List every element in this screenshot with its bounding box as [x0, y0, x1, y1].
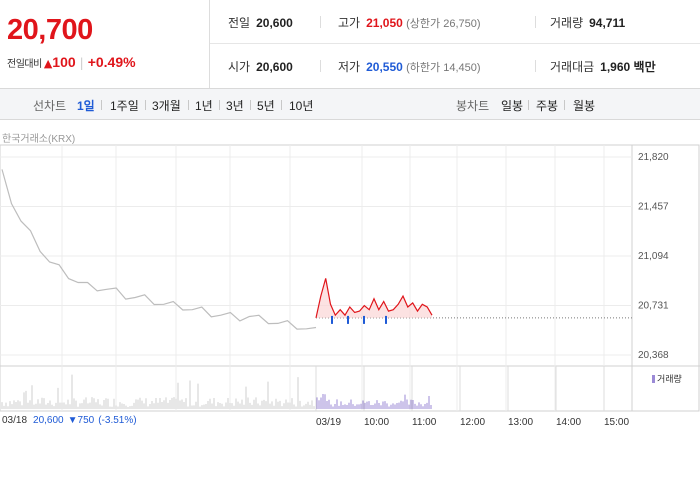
volume-legend: 거래량 — [652, 372, 682, 385]
tab-1y[interactable]: 1년 — [195, 99, 213, 113]
tab-5y[interactable]: 5년 — [257, 99, 275, 113]
trade-value-cell: 거래대금 1,960 백만 — [550, 60, 656, 74]
today-series — [315, 278, 433, 324]
prev-close-cell: 전일 20,600 — [228, 16, 293, 30]
x-tick-label: 03/19 — [316, 417, 341, 428]
prev-change: 750 — [77, 415, 95, 426]
chart-grid — [0, 144, 700, 412]
divider — [528, 100, 529, 110]
x-tick-label: 11:00 — [412, 417, 437, 428]
volume-bars — [1, 374, 432, 409]
change-label: 전일대비 — [7, 59, 42, 70]
stats-table: 전일 20,600 고가 21,050 (상한가 26,750) 거래량 94,711… — [209, 0, 700, 88]
divider — [535, 60, 536, 72]
change-value: 100 — [52, 54, 76, 70]
prev-price: 20,600 — [33, 415, 64, 426]
divider — [219, 100, 220, 110]
price-change: 전일대비 ▲100 | +0.49% — [7, 54, 136, 70]
prev-day-series — [1, 169, 317, 330]
volume-swatch-icon — [652, 375, 655, 383]
divider — [250, 100, 251, 110]
price-summary: 20,700 전일대비 ▲100 | +0.49% — [0, 0, 210, 88]
high-cell: 고가 21,050 (상한가 26,750) — [338, 16, 481, 30]
y-tick-label: 21,094 — [638, 251, 669, 262]
today-area — [316, 278, 432, 318]
prev-date: 03/18 — [2, 415, 28, 426]
x-tick-label: 13:00 — [508, 417, 533, 428]
divider — [188, 100, 189, 110]
axis-labels: 21,820 21,457 21,094 20,731 20,368 03/19 10:00… — [316, 152, 669, 428]
tab-monthly-candle[interactable]: 월봉 — [573, 99, 596, 113]
divider — [535, 16, 536, 28]
change-rate: +0.49% — [87, 54, 136, 70]
divider — [101, 100, 102, 110]
chart-frame — [0, 144, 700, 412]
period-tab-bar: 선차트 1일 1주일 3개월 1년 3년 5년 10년 봉차트 일봉 주봉 월봉 — [0, 88, 700, 120]
low-cell: 저가 20,550 (하한가 14,450) — [338, 60, 481, 74]
prev-day-line — [1, 169, 317, 330]
divider — [564, 100, 565, 110]
y-tick-label: 20,731 — [638, 301, 669, 312]
open-cell: 시가 20,600 — [228, 60, 293, 74]
divider: | — [79, 56, 84, 70]
y-tick-label: 21,457 — [638, 202, 669, 213]
divider — [320, 16, 321, 28]
stats-row-2: 시가 20,600 저가 20,550 (하한가 14,450) 거래대금 1,960… — [210, 44, 700, 88]
current-price: 20,700 — [7, 14, 93, 46]
x-tick-label: 14:00 — [556, 417, 581, 428]
tab-daily-candle[interactable]: 일봉 — [501, 99, 524, 113]
candle-chart-label: 봉차트 — [456, 99, 490, 113]
prev-day-info: 03/18 20,600 ▼750 (-3.51%) — [2, 415, 137, 426]
stats-row-1: 전일 20,600 고가 21,050 (상한가 26,750) 거래량 94,711 — [210, 0, 700, 44]
tab-1d[interactable]: 1일 — [77, 99, 95, 113]
today-line — [315, 278, 433, 319]
tab-10y[interactable]: 10년 — [289, 99, 314, 113]
y-tick-label: 20,368 — [638, 350, 669, 361]
divider — [145, 100, 146, 110]
divider — [281, 100, 282, 110]
y-tick-label: 21,820 — [638, 152, 669, 163]
tab-1w[interactable]: 1주일 — [110, 99, 139, 113]
exchange-label: 한국거래소(KRX) — [2, 134, 76, 145]
x-tick-label: 10:00 — [364, 417, 389, 428]
tab-3y[interactable]: 3년 — [226, 99, 244, 113]
x-tick-label: 15:00 — [604, 417, 629, 428]
prev-rate: (-3.51%) — [98, 415, 137, 426]
tab-weekly-candle[interactable]: 주봉 — [536, 99, 559, 113]
volume-cell: 거래량 94,711 — [550, 16, 626, 30]
down-arrow-icon: ▼ — [67, 415, 78, 426]
x-tick-label: 12:00 — [460, 417, 485, 428]
tab-3m[interactable]: 3개월 — [152, 99, 181, 113]
divider — [320, 60, 321, 72]
up-arrow-icon: ▲ — [43, 57, 53, 70]
line-chart-label: 선차트 — [33, 99, 67, 113]
